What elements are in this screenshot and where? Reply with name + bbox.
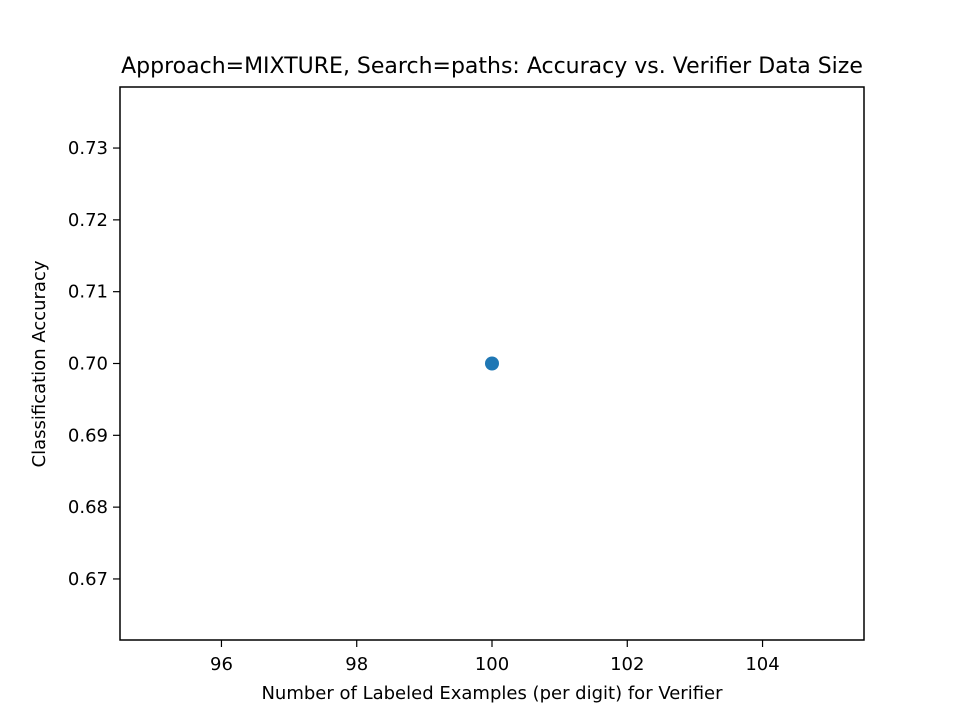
y-axis-label: Classification Accuracy — [29, 260, 50, 467]
x-tick-label: 104 — [745, 654, 779, 675]
y-tick-label: 0.68 — [68, 497, 108, 518]
x-tick-label: 96 — [210, 654, 233, 675]
y-tick-label: 0.67 — [68, 569, 108, 590]
x-tick-label: 98 — [345, 654, 368, 675]
y-axis: 0.67 0.68 0.69 0.70 0.71 0.72 0.73 — [68, 138, 120, 590]
y-tick-label: 0.73 — [68, 138, 108, 159]
x-axis-label: Number of Labeled Examples (per digit) f… — [261, 683, 723, 704]
data-points — [485, 356, 499, 371]
y-tick-label: 0.70 — [68, 354, 108, 375]
chart-title: Approach=MIXTURE, Search=paths: Accuracy… — [121, 54, 863, 79]
y-tick-label: 0.71 — [68, 282, 108, 303]
x-axis: 96 98 100 102 104 — [210, 640, 780, 675]
x-tick-label: 102 — [610, 654, 644, 675]
y-tick-label: 0.72 — [68, 210, 108, 231]
y-tick-label: 0.69 — [68, 425, 108, 446]
x-tick-label: 100 — [475, 654, 509, 675]
data-point — [485, 356, 499, 371]
